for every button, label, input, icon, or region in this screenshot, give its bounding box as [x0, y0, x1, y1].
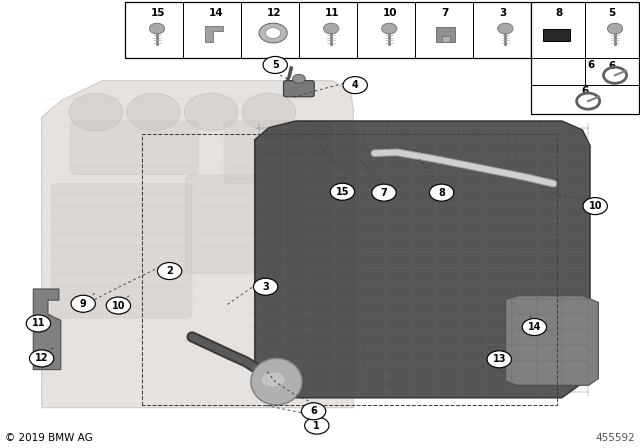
Circle shape [487, 351, 511, 368]
Text: 1: 1 [314, 421, 320, 431]
Text: 6: 6 [310, 406, 317, 416]
FancyBboxPatch shape [186, 175, 314, 273]
Circle shape [343, 77, 367, 94]
Text: 5: 5 [272, 60, 278, 70]
Circle shape [259, 23, 287, 43]
FancyBboxPatch shape [70, 121, 198, 175]
Circle shape [372, 184, 396, 201]
Polygon shape [506, 296, 598, 385]
Text: 11: 11 [324, 9, 339, 18]
Text: 3: 3 [499, 9, 506, 18]
Circle shape [330, 183, 355, 200]
Text: 6: 6 [582, 86, 589, 96]
Text: 14: 14 [527, 322, 541, 332]
Text: 10: 10 [588, 201, 602, 211]
Circle shape [607, 23, 623, 34]
Circle shape [127, 93, 180, 131]
Polygon shape [42, 81, 353, 408]
Circle shape [381, 23, 397, 34]
Circle shape [242, 93, 296, 131]
Ellipse shape [262, 372, 285, 387]
Text: 10: 10 [383, 9, 397, 18]
FancyBboxPatch shape [436, 27, 455, 42]
FancyBboxPatch shape [51, 184, 192, 318]
Circle shape [292, 74, 305, 83]
Text: 7: 7 [381, 188, 387, 198]
Circle shape [429, 184, 454, 201]
Circle shape [29, 350, 54, 367]
FancyBboxPatch shape [442, 36, 450, 42]
Ellipse shape [251, 358, 302, 405]
Polygon shape [33, 289, 61, 370]
Text: 4: 4 [352, 80, 358, 90]
Circle shape [26, 315, 51, 332]
Text: 5: 5 [609, 9, 616, 18]
Text: 7: 7 [441, 9, 448, 18]
Text: 15: 15 [335, 187, 349, 197]
Text: 13: 13 [492, 354, 506, 364]
Text: 8: 8 [438, 188, 445, 198]
Text: © 2019 BMW AG: © 2019 BMW AG [5, 433, 93, 443]
Polygon shape [255, 121, 590, 398]
Text: 3: 3 [262, 282, 269, 292]
Polygon shape [205, 26, 223, 42]
Circle shape [323, 23, 339, 34]
Circle shape [522, 319, 547, 336]
Text: 10: 10 [111, 301, 125, 310]
Circle shape [266, 28, 281, 39]
Text: 9: 9 [80, 299, 86, 309]
Circle shape [263, 56, 287, 73]
Text: 6: 6 [587, 60, 594, 70]
Text: 6: 6 [609, 61, 616, 71]
FancyBboxPatch shape [224, 121, 333, 184]
Circle shape [157, 263, 182, 280]
Text: 2: 2 [166, 266, 173, 276]
Circle shape [149, 23, 164, 34]
Text: 12: 12 [35, 353, 49, 363]
Circle shape [583, 198, 607, 215]
Text: 11: 11 [31, 319, 45, 328]
Circle shape [69, 93, 123, 131]
FancyBboxPatch shape [543, 29, 570, 41]
Circle shape [305, 417, 329, 434]
Circle shape [106, 297, 131, 314]
Text: 455592: 455592 [595, 433, 635, 443]
Circle shape [498, 23, 513, 34]
FancyBboxPatch shape [284, 81, 314, 97]
Text: 14: 14 [209, 9, 223, 18]
Text: 12: 12 [267, 9, 281, 18]
Circle shape [71, 295, 95, 312]
Circle shape [184, 93, 238, 131]
Circle shape [301, 403, 326, 420]
Text: 8: 8 [555, 9, 562, 18]
FancyBboxPatch shape [531, 2, 639, 114]
Circle shape [253, 278, 278, 295]
Text: 15: 15 [150, 9, 165, 18]
FancyBboxPatch shape [125, 2, 531, 58]
